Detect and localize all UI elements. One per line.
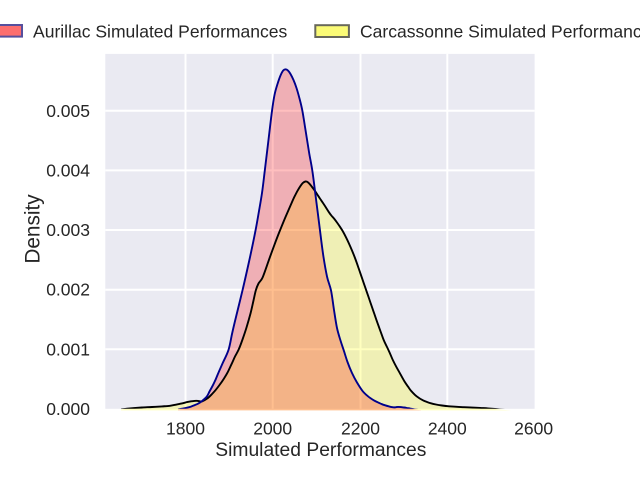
svg-text:0.005: 0.005: [46, 101, 90, 121]
svg-text:1800: 1800: [166, 419, 205, 439]
svg-text:Density: Density: [21, 194, 44, 264]
svg-text:2600: 2600: [514, 419, 553, 439]
svg-text:0.001: 0.001: [46, 339, 90, 359]
svg-text:Carcassonne Simulated Performa: Carcassonne Simulated Performances: [360, 21, 640, 41]
svg-text:0.003: 0.003: [46, 220, 90, 240]
svg-text:2000: 2000: [253, 419, 292, 439]
svg-text:Simulated Performances: Simulated Performances: [215, 440, 426, 461]
svg-text:0.002: 0.002: [46, 280, 90, 300]
svg-text:2400: 2400: [428, 419, 467, 439]
svg-text:0.000: 0.000: [46, 399, 90, 419]
svg-text:2200: 2200: [341, 419, 380, 439]
svg-text:Aurillac Simulated Performance: Aurillac Simulated Performances: [33, 21, 288, 41]
svg-text:0.004: 0.004: [46, 160, 90, 180]
